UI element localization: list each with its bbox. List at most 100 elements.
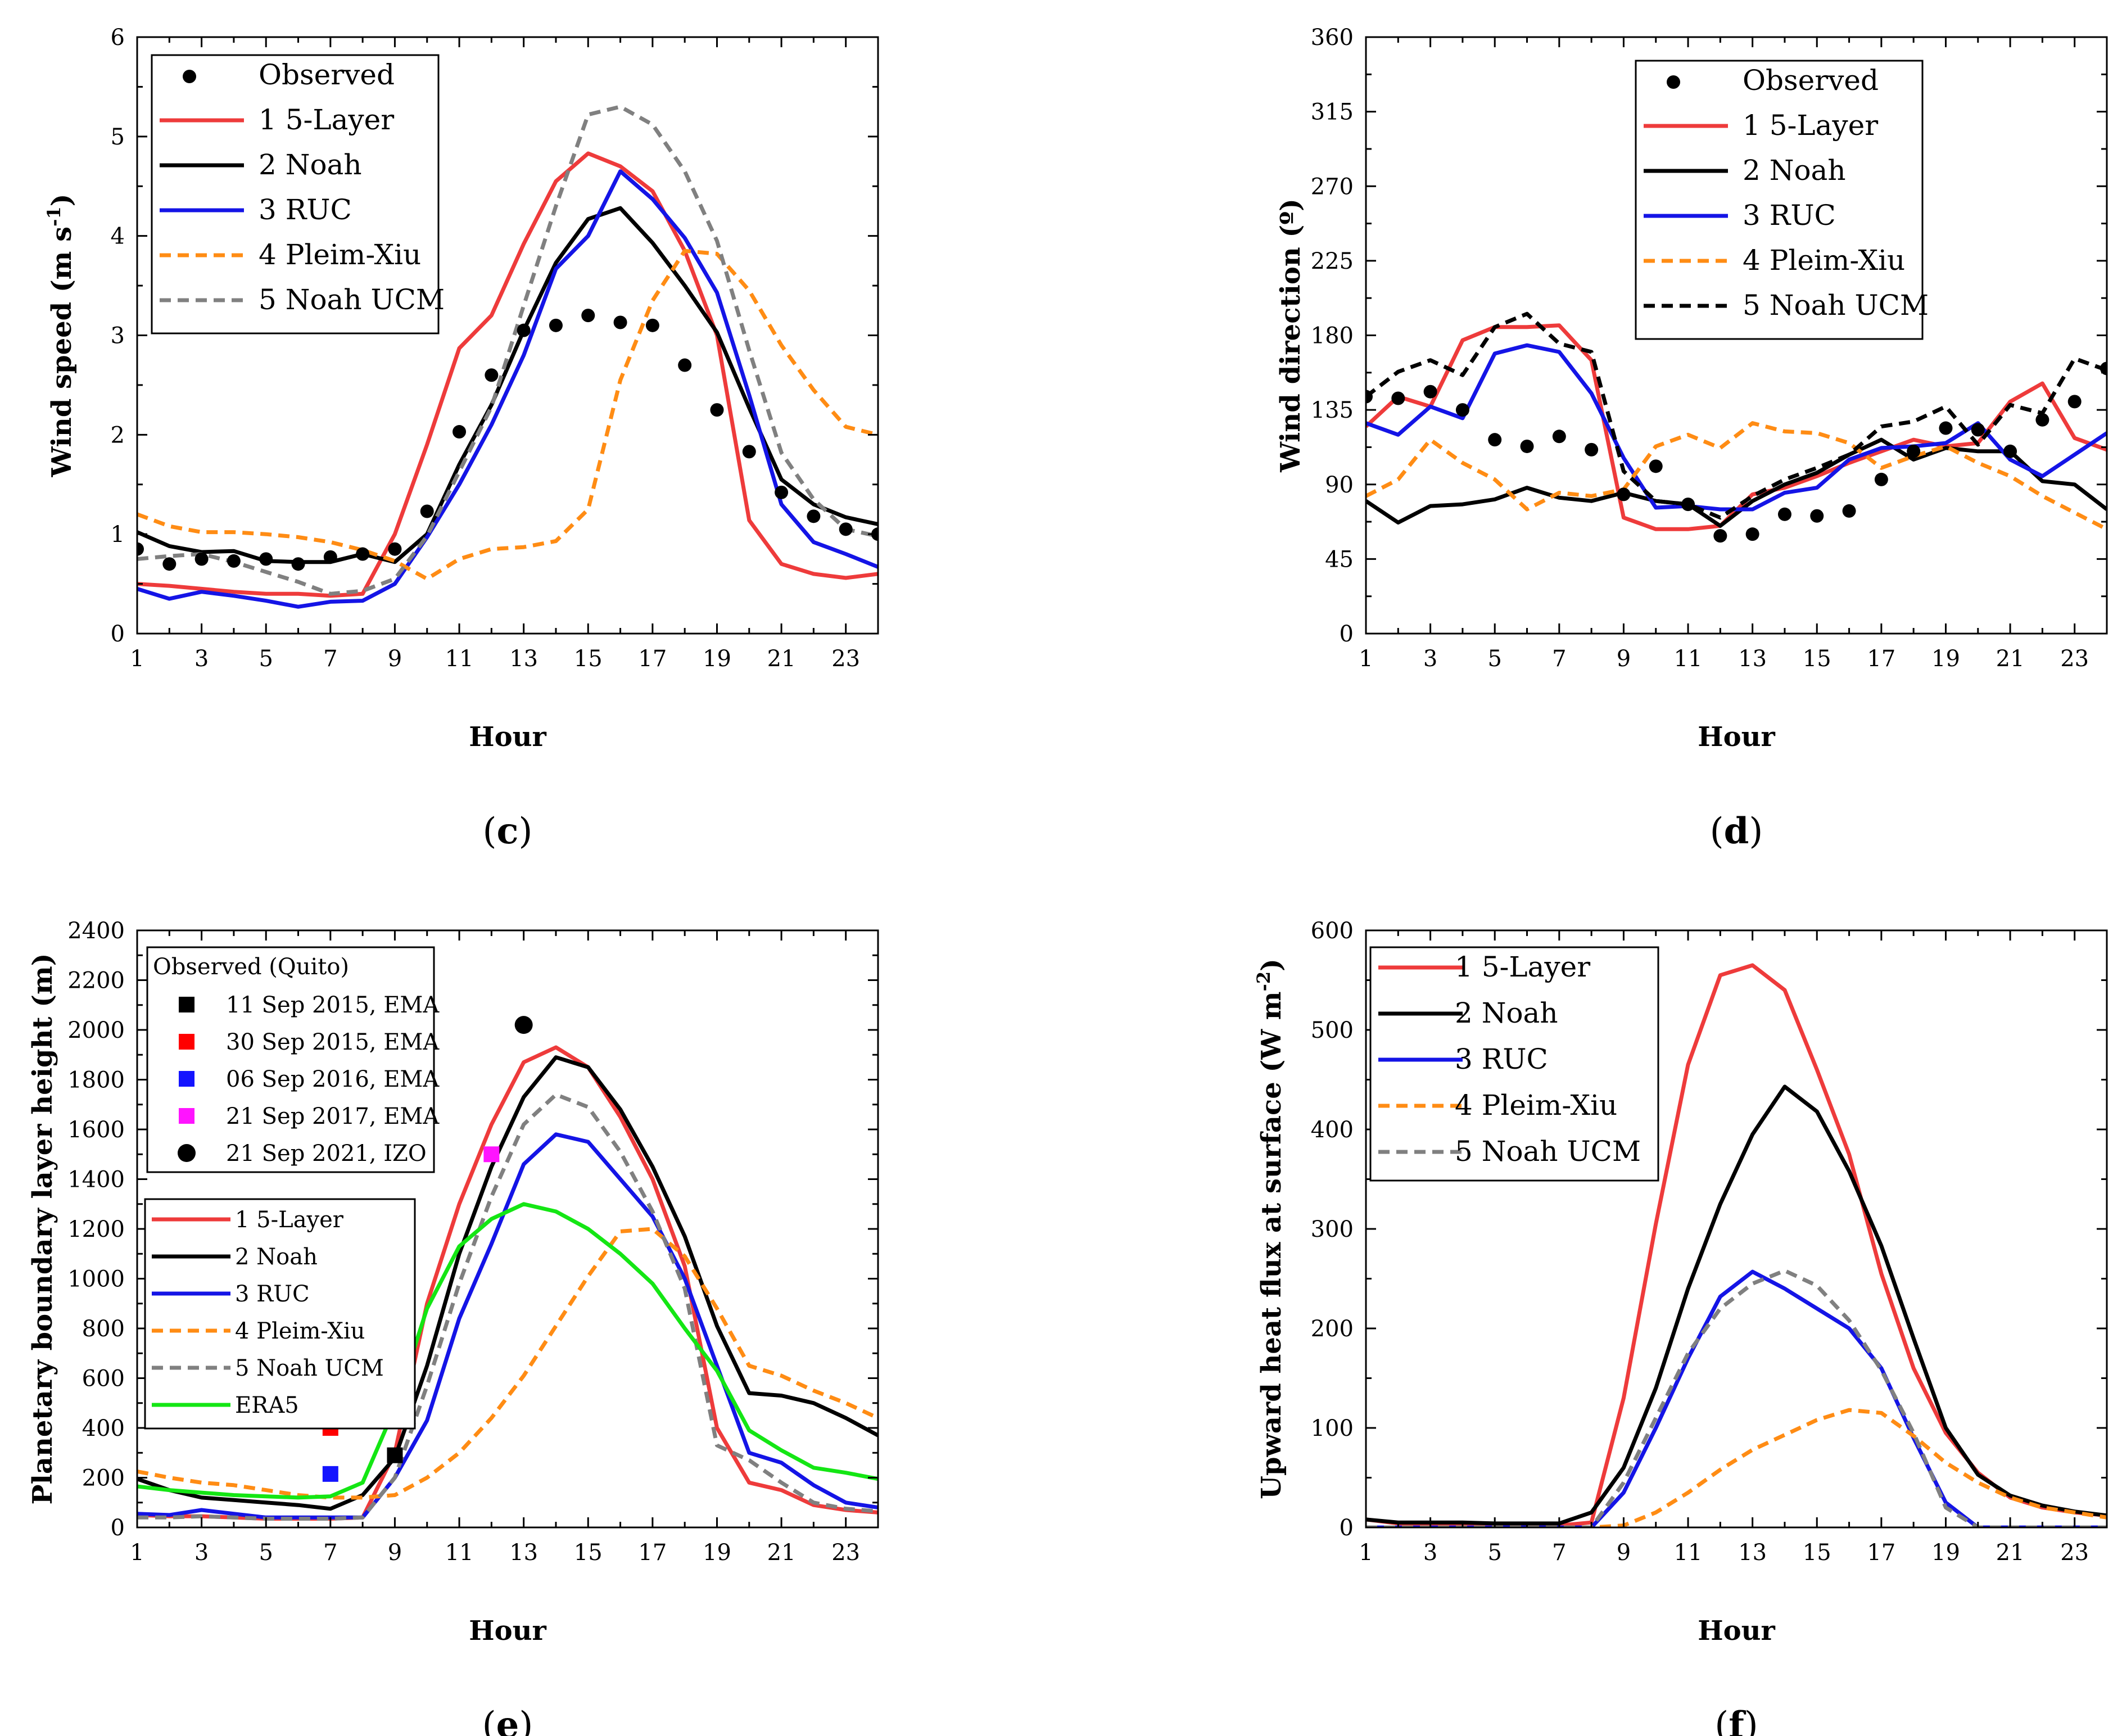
legend-label: 3 RUC bbox=[259, 193, 352, 226]
observed-point bbox=[1777, 507, 1791, 521]
y-tick-label: 0 bbox=[1340, 1515, 1354, 1541]
x-tick-label: 13 bbox=[1738, 1540, 1767, 1566]
observed-point bbox=[2067, 395, 2082, 409]
y-tick-label: 200 bbox=[1311, 1316, 1354, 1342]
y-tick-label: 300 bbox=[1311, 1217, 1354, 1242]
series-line-2-noah bbox=[1366, 1084, 2107, 1526]
y-tick-label: 600 bbox=[1311, 918, 1354, 944]
y-tick-label: 1200 bbox=[67, 1217, 125, 1242]
observed-point bbox=[807, 509, 821, 523]
y-tick-label: 2400 bbox=[67, 918, 125, 944]
x-tick-label: 3 bbox=[194, 1540, 209, 1566]
series-line-5-noah-ucm bbox=[137, 105, 878, 596]
y-tick-label: 90 bbox=[1325, 472, 1354, 498]
legend-box bbox=[1635, 60, 1924, 340]
x-tick-label: 3 bbox=[1423, 646, 1437, 672]
legend-label: 06 Sep 2016, EMA bbox=[226, 1066, 440, 1092]
x-tick-label: 1 bbox=[130, 1540, 144, 1566]
x-axis-label: Hour bbox=[469, 1615, 546, 1647]
y-tick-label: 0 bbox=[111, 621, 125, 647]
x-tick-label: 9 bbox=[1617, 1540, 1631, 1566]
x-tick-label: 7 bbox=[1552, 1540, 1566, 1566]
legend-label: 5 Noah UCM bbox=[259, 283, 445, 316]
x-tick-label: 15 bbox=[574, 646, 603, 672]
observed-point bbox=[227, 554, 241, 568]
legend-label: 3 RUC bbox=[1455, 1043, 1548, 1075]
x-axis-label: Hour bbox=[1698, 1615, 1775, 1647]
y-tick-label: 3 bbox=[111, 323, 125, 349]
observed-point bbox=[1907, 444, 1921, 458]
observed-point bbox=[1488, 433, 1502, 447]
x-tick-label: 17 bbox=[638, 646, 667, 672]
series-group bbox=[137, 1016, 878, 1521]
legend-marker bbox=[179, 997, 194, 1012]
y-tick-label: 400 bbox=[1311, 1117, 1354, 1143]
observed-point bbox=[839, 522, 853, 536]
x-tick-label: 7 bbox=[323, 1540, 337, 1566]
y-tick-label: 500 bbox=[1311, 1018, 1354, 1043]
x-tick-label: 23 bbox=[2060, 646, 2089, 672]
x-tick-label: 19 bbox=[1931, 1540, 1960, 1566]
observed-point bbox=[194, 552, 209, 566]
x-tick-label: 11 bbox=[1674, 1540, 1703, 1566]
series-line-5-noah-ucm bbox=[1366, 1268, 2107, 1527]
x-tick-label: 7 bbox=[323, 646, 337, 672]
x-tick-label: 21 bbox=[1996, 646, 2025, 672]
chart-panel-d: 1 3 5 7 9 11 13 15 17 19 21 23045901351802252703153… bbox=[1275, 25, 2108, 852]
x-tick-label: 11 bbox=[445, 646, 474, 672]
chart-panel-e: 1 3 5 7 9 11 13 15 17 19 21 23020040060080010001200… bbox=[27, 918, 879, 1736]
y-tick-label: 2200 bbox=[67, 968, 125, 994]
panel-label: (d) bbox=[1710, 810, 1763, 852]
y-tick-label: 5 bbox=[111, 124, 125, 150]
legend-label: 4 Pleim-Xiu bbox=[1455, 1089, 1617, 1122]
observed-point bbox=[1366, 390, 1373, 404]
y-tick-label: 400 bbox=[82, 1416, 125, 1441]
observed-point bbox=[1552, 430, 1566, 444]
x-tick-label: 1 bbox=[1359, 646, 1373, 672]
observed-point bbox=[645, 318, 659, 332]
y-axis-label: Wind speed (m s-1) bbox=[43, 194, 78, 478]
legend-label: 4 Pleim-Xiu bbox=[1743, 244, 1905, 277]
x-tick-label: 5 bbox=[1487, 1540, 1501, 1566]
y-tick-label: 600 bbox=[82, 1366, 125, 1392]
observed-point bbox=[387, 1447, 403, 1463]
observed-point bbox=[453, 425, 467, 439]
x-tick-label: 21 bbox=[767, 1540, 796, 1566]
legend-label: 5 Noah UCM bbox=[235, 1355, 384, 1381]
series-group bbox=[1366, 963, 2107, 1527]
legend-label: 3 RUC bbox=[235, 1281, 310, 1307]
series-line-4-pleim-xiu bbox=[137, 248, 878, 581]
legend: 1 5-Layer 2 Noah 3 RUC 4 Pleim-Xiu 5 Noah UC… bbox=[1369, 946, 1659, 1182]
observed-point bbox=[1971, 423, 1985, 437]
legend-label: 5 Noah UCM bbox=[1455, 1135, 1641, 1168]
series-line-3-ruc bbox=[137, 169, 878, 609]
legend-label: ERA5 bbox=[235, 1393, 299, 1418]
legend-box bbox=[1369, 946, 1659, 1182]
legend-label: 5 Noah UCM bbox=[1743, 289, 1929, 322]
y-tick-label: 200 bbox=[82, 1466, 125, 1491]
observed-point bbox=[581, 309, 595, 323]
observed-point bbox=[485, 368, 499, 382]
observed-point bbox=[388, 542, 402, 556]
legend-marker bbox=[179, 1071, 194, 1087]
x-tick-label: 23 bbox=[831, 646, 860, 672]
observed-point bbox=[1939, 421, 1953, 435]
x-tick-label: 11 bbox=[445, 1540, 474, 1566]
observed-point bbox=[710, 403, 724, 417]
x-tick-label: 17 bbox=[638, 1540, 667, 1566]
x-tick-label: 5 bbox=[259, 646, 273, 672]
legend-label: 2 Noah bbox=[1455, 997, 1558, 1029]
observed-point bbox=[2035, 413, 2049, 427]
legend-label: 4 Pleim-Xiu bbox=[259, 238, 421, 271]
x-axis-label: Hour bbox=[1698, 721, 1775, 753]
series-line-3-ruc bbox=[1366, 1269, 2107, 1527]
observed-point bbox=[259, 552, 273, 566]
y-tick-label: 6 bbox=[111, 25, 125, 51]
x-tick-label: 23 bbox=[2060, 1540, 2089, 1566]
series-line-2-noah bbox=[137, 1055, 878, 1511]
series-line-era5 bbox=[137, 1202, 878, 1500]
chart-panel-f: 1 3 5 7 9 11 13 15 17 19 21 230100200300400500600Ho… bbox=[1253, 918, 2108, 1736]
y-tick-label: 1800 bbox=[67, 1068, 125, 1093]
